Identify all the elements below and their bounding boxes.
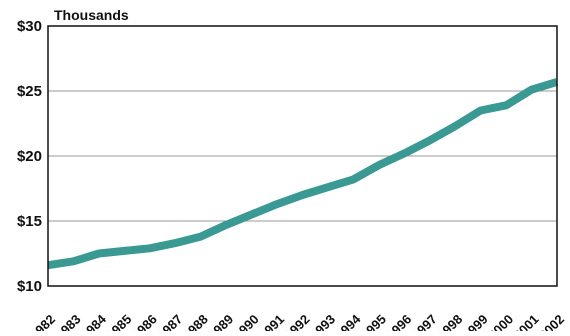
series-layer <box>48 82 557 266</box>
y-tick-label: $25 <box>17 83 42 100</box>
x-tick-label: 1994 <box>332 311 364 331</box>
unit-label: Thousands <box>54 7 129 23</box>
y-tick-label: $15 <box>17 213 42 230</box>
x-tick-label: 1982 <box>27 312 58 331</box>
x-tick-label: 1984 <box>78 311 110 331</box>
y-tick-label: $10 <box>17 278 42 295</box>
y-tick-label: $20 <box>17 148 42 165</box>
series-line <box>48 82 557 265</box>
y-axis-ticks: $10 $15 $20 $25 $30 <box>17 18 42 295</box>
x-axis-ticks: 1982198319841985198619871988198919901991… <box>27 311 567 331</box>
y-tick-label: $30 <box>17 18 42 35</box>
